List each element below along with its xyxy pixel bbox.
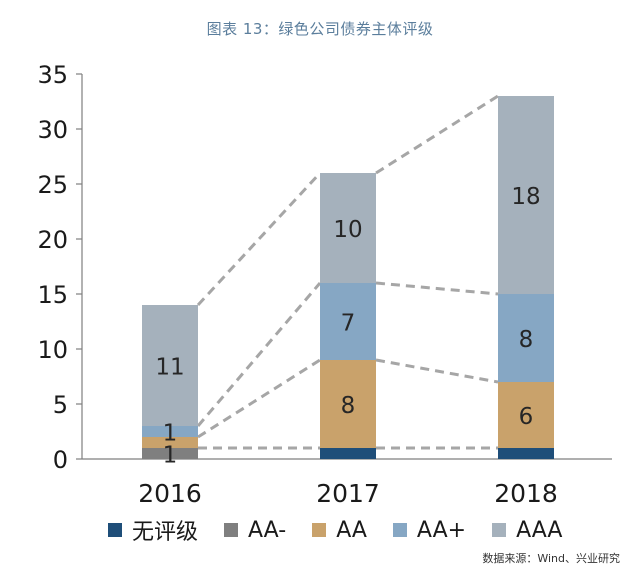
bar-segment-AA-2016: [142, 437, 198, 448]
legend-item: AA: [312, 518, 367, 543]
legend-item: AA+: [392, 517, 467, 543]
data-label: 1: [163, 443, 178, 469]
data-label: 11: [155, 355, 184, 381]
y-tick-label: 20: [37, 226, 68, 254]
y-tick-label: 25: [37, 171, 68, 199]
bars: [142, 96, 554, 459]
data-label: 7: [341, 311, 356, 337]
legend-item: 无评级: [108, 514, 198, 546]
bar-segment-AAA-2017: [320, 173, 376, 283]
bar-segment-AA-2018: [498, 382, 554, 448]
legend-item: AA-: [224, 518, 286, 543]
data-label: 18: [511, 184, 540, 210]
bar-segment-AAA-2018: [498, 96, 554, 294]
legend-item: AAA: [492, 518, 562, 543]
legend-swatch: [312, 523, 327, 537]
connector-line: [196, 171, 322, 307]
y-tick-label: 0: [53, 446, 68, 474]
bar-segment-AAA-2016: [142, 305, 198, 426]
legend: 无评级 AA- AA AA+ AAA: [108, 514, 588, 546]
bar-segment-AA+-2017: [320, 283, 376, 360]
x-tick-label: 2017: [316, 479, 380, 508]
connector-lines: [196, 94, 499, 450]
legend-label: 无评级: [132, 520, 199, 545]
chart-title: 图表 13：绿色公司债券主体评级: [206, 20, 434, 38]
y-tick-label: 5: [53, 391, 68, 419]
bar-segment-无评级-2018: [498, 448, 554, 459]
legend-swatch: [108, 523, 122, 537]
bar-segment-AA-2017: [320, 360, 376, 448]
legend-swatch: [492, 523, 507, 537]
bar-segment-AA+-2016: [142, 426, 198, 437]
data-label: 10: [333, 217, 362, 243]
data-label: 8: [341, 393, 356, 419]
x-tick-label: 2018: [494, 479, 558, 508]
y-tick-label: 10: [37, 336, 68, 364]
bar-segment-无评级-2017: [320, 448, 376, 459]
legend-label: AA-: [248, 517, 287, 543]
legend-label: AA: [336, 517, 367, 543]
connector-line: [375, 94, 499, 175]
connector-line: [197, 358, 321, 439]
legend-swatch: [392, 523, 407, 537]
source-note: 数据来源：Wind、兴业研究: [482, 552, 620, 565]
legend-label: AAA: [516, 517, 563, 543]
data-label: 8: [519, 327, 534, 353]
data-label: 1: [163, 421, 178, 447]
legend-label: AA+: [416, 517, 467, 543]
connector-line: [375, 281, 499, 296]
bar-segment-AA+-2018: [498, 294, 554, 382]
legend-swatch: [224, 523, 239, 537]
axes: 0 5 10 15 20 25 30 35 2016 2017 2018: [37, 61, 612, 508]
bar-segment-AA--2016: [142, 448, 198, 459]
y-tick-label: 30: [37, 116, 68, 144]
data-label: 6: [519, 404, 534, 430]
connector-line: [375, 358, 499, 384]
x-tick-label: 2016: [138, 479, 202, 508]
connector-line: [196, 282, 322, 427]
y-tick-label: 35: [37, 61, 68, 89]
y-tick-label: 15: [37, 281, 68, 309]
